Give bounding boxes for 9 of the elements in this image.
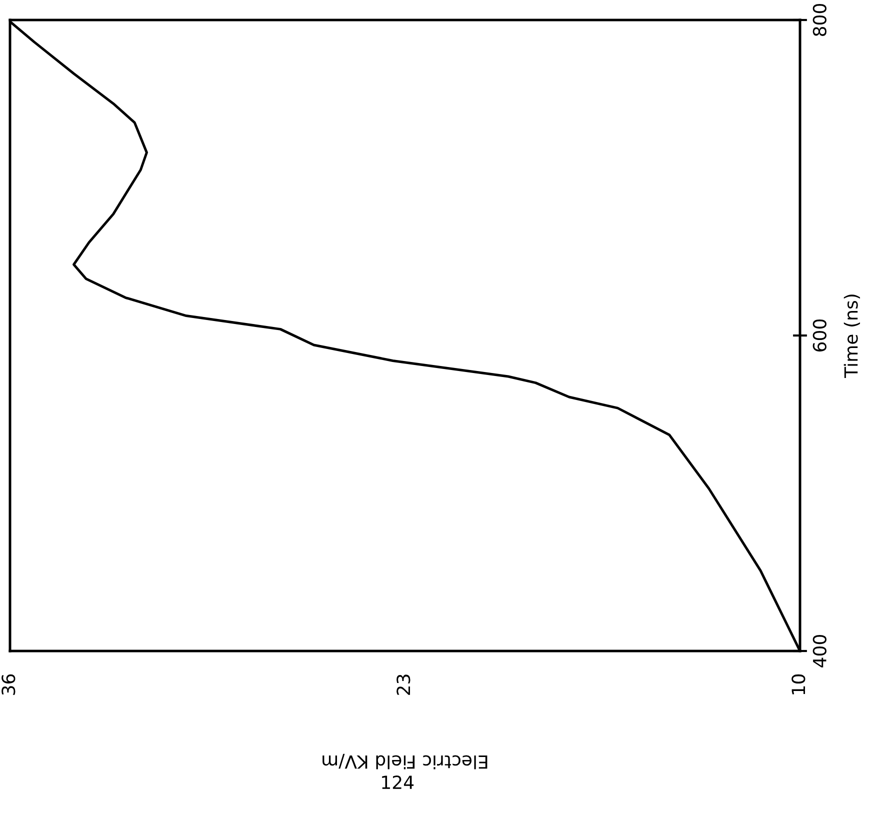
text: 124 [382, 776, 414, 789]
y-tick-label: 800 [812, 4, 826, 36]
y-axis-title: Time (ns) [844, 294, 860, 378]
x-tick-label: 23 [396, 674, 410, 695]
x-tick-label: 36 [2, 674, 16, 695]
x-axis-title: Electric Field KV/m [322, 754, 488, 770]
x-tick-label: 10 [792, 674, 806, 694]
y-tick-label: 600 [812, 319, 826, 352]
y-tick-label: 400 [812, 634, 826, 668]
